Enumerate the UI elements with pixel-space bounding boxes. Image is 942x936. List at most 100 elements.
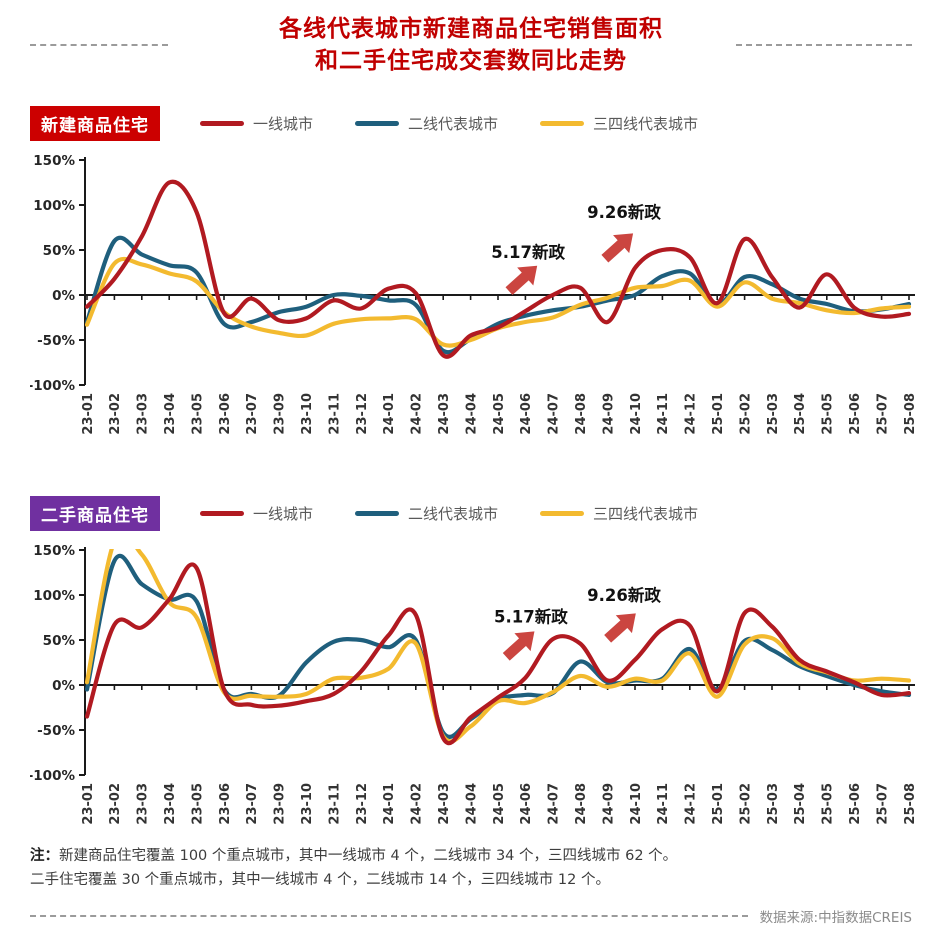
svg-text:23-12: 23-12 [355,783,370,825]
svg-text:5.17新政: 5.17新政 [491,242,565,262]
svg-text:25-08: 25-08 [903,783,918,825]
svg-text:25-03: 25-03 [766,393,781,435]
section-new-homes-header: 新建商品住宅 一线城市 二线代表城市 三四线代表城市 [30,106,912,141]
svg-text:23-11: 23-11 [327,783,342,825]
svg-text:25-05: 25-05 [821,783,836,825]
legend-item-tier34: 三四线代表城市 [540,503,698,524]
tier34-line-swatch [540,121,585,126]
svg-text:25-02: 25-02 [738,393,753,435]
svg-text:24-11: 24-11 [656,393,671,435]
svg-text:25-06: 25-06 [848,783,863,825]
badge-new-homes: 新建商品住宅 [30,106,160,141]
svg-text:24-10: 24-10 [629,393,644,435]
svg-text:23-12: 23-12 [355,393,370,435]
page-title-line1: 各线代表城市新建商品住宅销售面积 [279,16,663,42]
legend-item-tier1: 一线城市 [200,113,313,134]
svg-text:23-09: 23-09 [273,783,288,825]
tier1-line-swatch [200,121,244,126]
svg-text:24-12: 24-12 [684,783,699,825]
chart-new-homes: 150% 100% 50% 0% -50% -100% 23-01 23-02 23-03 23-… [30,153,918,435]
chart-second-hand: 150% 100% 50% 0% -50% -100% 23-01 23-02 23-03 23-… [30,543,918,825]
footnote-text1: 新建商品住宅覆盖 100 个重点城市，其中一线城市 4 个，二线城市 34 个，… [59,848,678,864]
svg-text:-50%: -50% [37,333,75,349]
svg-text:23-10: 23-10 [300,393,315,435]
svg-text:23-07: 23-07 [245,783,260,825]
legend-item-tier1: 一线城市 [200,503,313,524]
svg-text:100%: 100% [33,588,75,604]
svg-text:23-04: 23-04 [163,393,178,435]
svg-text:-100%: -100% [30,378,75,394]
footnote-line2: 二手住宅覆盖 30 个重点城市，其中一线城市 4 个，二线城市 14 个，三四线… [30,869,910,893]
svg-text:50%: 50% [43,243,76,259]
legend-label-tier1: 一线城市 [253,115,314,133]
svg-text:5.17新政: 5.17新政 [494,607,568,627]
tier1-line-swatch [200,511,244,516]
svg-text:-50%: -50% [37,723,75,739]
footnote-text2: 二手住宅覆盖 30 个重点城市，其中一线城市 4 个，二线城市 14 个，三四线… [30,871,610,888]
svg-text:24-09: 24-09 [601,393,616,435]
legend-item-tier34: 三四线代表城市 [540,113,698,134]
svg-text:9.26新政: 9.26新政 [587,202,661,222]
svg-text:25-04: 25-04 [793,783,808,825]
svg-text:23-11: 23-11 [327,393,342,435]
data-source-label: 数据来源:中指数据CREIS [759,910,912,926]
svg-text:23-09: 23-09 [273,393,288,435]
svg-text:25-08: 25-08 [903,393,918,435]
tier34-line-swatch [540,511,585,516]
legend-new-homes: 一线城市 二线代表城市 三四线代表城市 [200,113,740,134]
svg-text:23-03: 23-03 [136,393,151,435]
svg-text:24-02: 24-02 [410,393,425,435]
svg-text:23-02: 23-02 [108,783,123,825]
svg-text:24-08: 24-08 [574,393,589,435]
svg-text:24-05: 24-05 [492,393,507,435]
badge-second-hand: 二手商品住宅 [30,496,160,531]
svg-text:23-05: 23-05 [190,393,205,435]
svg-text:23-01: 23-01 [81,783,96,825]
svg-text:24-11: 24-11 [656,783,671,825]
section-second-hand-header: 二手商品住宅 一线城市 二线代表城市 三四线代表城市 [30,496,912,531]
svg-text:150%: 150% [33,153,75,169]
svg-text:23-03: 23-03 [136,783,151,825]
svg-text:25-02: 25-02 [738,783,753,825]
svg-text:25-03: 25-03 [766,783,781,825]
legend-label-tier34: 三四线代表城市 [593,115,699,133]
footnote-prefix: 注： [30,848,59,864]
svg-text:50%: 50% [43,633,76,649]
svg-text:24-06: 24-06 [519,783,534,825]
svg-text:9.26新政: 9.26新政 [587,585,661,605]
legend-label-tier1: 一线城市 [253,505,314,523]
svg-text:25-06: 25-06 [848,393,863,435]
tier2-line-swatch [355,121,400,126]
svg-text:24-03: 24-03 [437,393,452,435]
footer: 数据来源:中指数据CREIS [30,906,912,926]
svg-text:24-06: 24-06 [519,393,534,435]
svg-text:24-01: 24-01 [382,393,397,435]
svg-text:0%: 0% [52,678,75,694]
svg-text:23-02: 23-02 [108,393,123,435]
legend-second-hand: 一线城市 二线代表城市 三四线代表城市 [200,503,740,524]
svg-text:23-05: 23-05 [190,783,205,825]
legend-item-tier2: 二线代表城市 [355,503,498,524]
svg-text:24-07: 24-07 [547,393,562,435]
svg-text:-100%: -100% [30,768,75,784]
svg-text:25-07: 25-07 [875,393,890,435]
svg-text:23-06: 23-06 [218,783,233,825]
svg-text:25-07: 25-07 [875,783,890,825]
svg-text:23-01: 23-01 [81,393,96,435]
svg-text:150%: 150% [33,543,75,559]
legend-label-tier34: 三四线代表城市 [593,505,699,523]
page-title: 各线代表城市新建商品住宅销售面积 和二手住宅成交套数同比走势 [0,14,942,77]
svg-text:24-04: 24-04 [464,783,479,825]
svg-text:25-01: 25-01 [711,393,726,435]
svg-text:23-06: 23-06 [218,393,233,435]
legend-item-tier2: 二线代表城市 [355,113,498,134]
title-divider-right [736,44,912,46]
svg-text:23-10: 23-10 [300,783,315,825]
svg-text:24-04: 24-04 [464,393,479,435]
svg-text:23-04: 23-04 [163,783,178,825]
title-divider-left [30,44,168,46]
svg-text:25-04: 25-04 [793,393,808,435]
svg-text:24-01: 24-01 [382,783,397,825]
svg-text:24-07: 24-07 [547,783,562,825]
